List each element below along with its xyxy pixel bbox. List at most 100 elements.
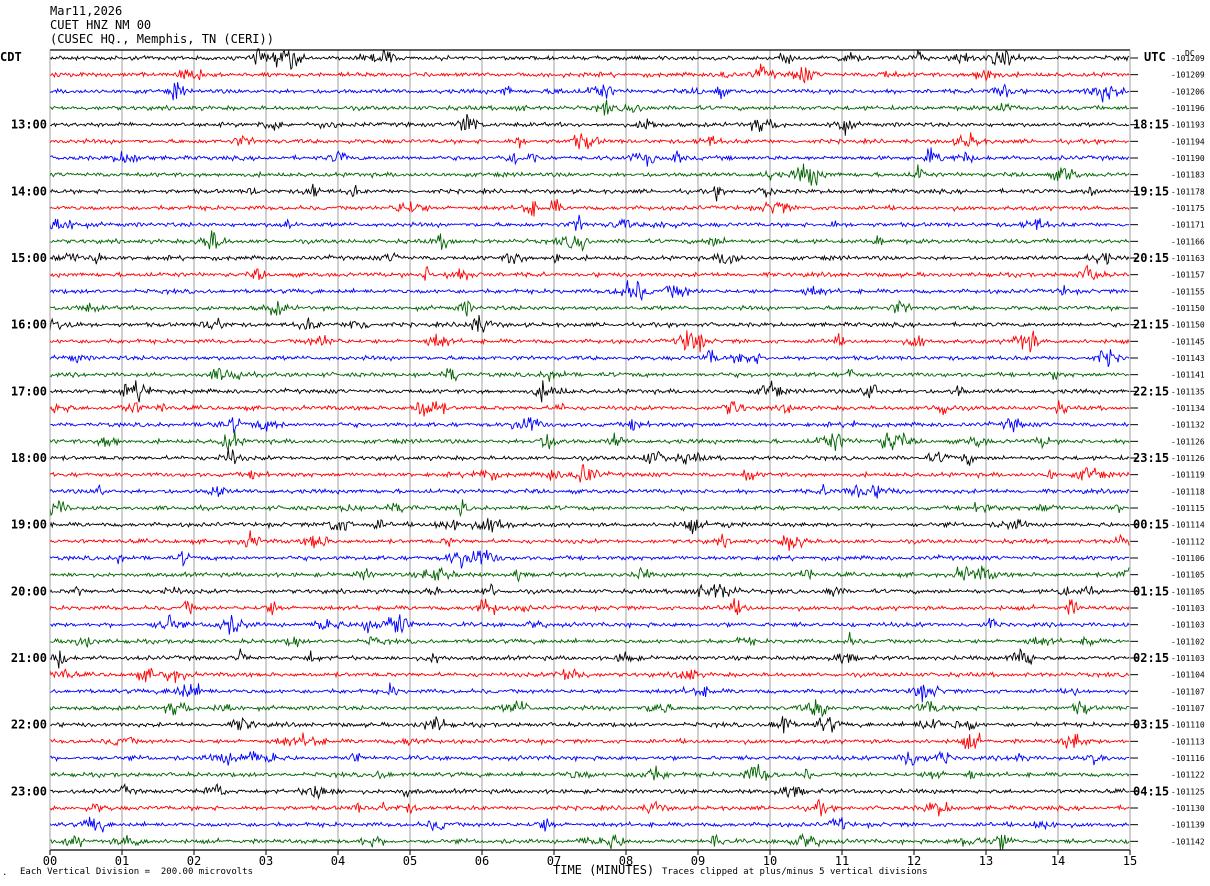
dc-offset-label: -101110: [1171, 721, 1205, 730]
dc-offset-label: -101142: [1171, 837, 1205, 846]
trace-row: [49, 132, 1130, 150]
dc-label: DC: [1185, 49, 1195, 58]
dc-offset-label: -101115: [1171, 504, 1205, 513]
right-hour-label: 00:15: [1133, 518, 1169, 532]
left-hour-label: 20:00: [11, 584, 47, 598]
trace-row: [49, 82, 1130, 103]
dc-offset-label: -101126: [1171, 454, 1205, 463]
right-hour-label: 22:15: [1133, 384, 1169, 398]
right-hour-label: 02:15: [1133, 651, 1169, 665]
axis-labels: -101209 -101209 -101206 -101196 -101193 -1011…: [11, 54, 1205, 868]
trace-row: [49, 251, 1130, 266]
trace-row: [49, 832, 1130, 851]
trace-row: [49, 330, 1130, 353]
dc-offset-label: -101119: [1171, 471, 1205, 480]
trace-row: [49, 430, 1130, 452]
trace-row: [49, 99, 1130, 116]
x-tick-label: 15: [1123, 854, 1137, 868]
corner-mark: .: [2, 868, 8, 878]
dc-offset-label: -101132: [1171, 421, 1205, 430]
right-hour-label: 04:15: [1133, 784, 1169, 798]
trace-row: [49, 264, 1130, 281]
x-tick-label: 03: [259, 854, 273, 868]
dc-offset-label: -101122: [1171, 771, 1205, 780]
trace-row: [49, 763, 1130, 781]
trace-row: [49, 367, 1130, 382]
left-hour-label: 16:00: [11, 318, 47, 332]
trace-row: [49, 816, 1130, 833]
dc-offset-label: -101190: [1171, 154, 1205, 163]
right-hour-label: 19:15: [1133, 184, 1169, 198]
trace-row: [49, 565, 1130, 583]
dc-offset-label: -101104: [1171, 671, 1205, 680]
right-hour-label: 03:15: [1133, 718, 1169, 732]
trace-row: [49, 499, 1130, 518]
dc-offset-label: -101183: [1171, 171, 1205, 180]
x-tick-label: 12: [907, 854, 921, 868]
right-hour-label: 23:15: [1133, 451, 1169, 465]
dc-offset-label: -101102: [1171, 637, 1205, 646]
trace-row: [49, 518, 1130, 535]
trace-row: [49, 448, 1130, 466]
dc-offset-label: -101114: [1171, 521, 1205, 530]
dc-offset-label: -101107: [1171, 704, 1205, 713]
dc-offset-label: -101106: [1171, 554, 1205, 563]
dc-offset-label: -101157: [1171, 271, 1205, 280]
dc-offset-label: -101105: [1171, 587, 1205, 596]
trace-row: [49, 48, 1130, 70]
trace-row: [49, 647, 1130, 669]
trace-row: [49, 147, 1130, 167]
x-tick-label: 13: [979, 854, 993, 868]
left-hour-label: 17:00: [11, 384, 47, 398]
right-hour-label: 20:15: [1133, 251, 1169, 265]
dc-offset-label: -101125: [1171, 787, 1205, 796]
left-hour-label: 14:00: [11, 184, 47, 198]
x-tick-label: 09: [691, 854, 705, 868]
trace-row: [49, 598, 1130, 616]
trace-row: [49, 583, 1130, 598]
x-tick-label: 14: [1051, 854, 1065, 868]
dc-offset-label: -101163: [1171, 254, 1205, 263]
dc-offset-label: -101145: [1171, 337, 1205, 346]
x-tick-label: 02: [187, 854, 201, 868]
dc-offset-label: -101206: [1171, 87, 1205, 96]
dc-offset-label: -101113: [1171, 737, 1205, 746]
trace-row: [49, 198, 1130, 217]
trace-row: [49, 732, 1130, 750]
trace-row: [49, 530, 1130, 551]
header-location: (CUSEC HQ., Memphis, TN (CERI)): [50, 32, 274, 46]
dc-offset-label: -101155: [1171, 287, 1205, 296]
right-hour-label: 21:15: [1133, 318, 1169, 332]
trace-row: [49, 113, 1130, 136]
left-hour-label: 22:00: [11, 718, 47, 732]
dc-offset-label: -101134: [1171, 404, 1205, 413]
plot-frame: [49, 49, 1138, 855]
trace-row: [49, 314, 1130, 333]
trace-row: [49, 682, 1130, 703]
minute-gridlines: [121, 50, 1059, 850]
trace-row: [49, 63, 1130, 84]
trace-row: [49, 214, 1130, 231]
dc-offset-label: -101107: [1171, 687, 1205, 696]
left-hour-label: 21:00: [11, 651, 47, 665]
dc-offset-label: -101103: [1171, 621, 1205, 630]
trace-row: [49, 631, 1130, 648]
trace-row: [49, 783, 1130, 800]
dc-offset-label: -101126: [1171, 437, 1205, 446]
dc-offset-label: -101196: [1171, 104, 1205, 113]
dc-offset-label: -101116: [1171, 754, 1205, 763]
dc-offset-label: -101103: [1171, 604, 1205, 613]
x-tick-label: 07: [547, 854, 561, 868]
dc-offset-label: -101103: [1171, 654, 1205, 663]
x-tick-label: 06: [475, 854, 489, 868]
dc-offset-label: -101209: [1171, 54, 1205, 63]
x-tick-label: 00: [43, 854, 57, 868]
trace-row: [49, 400, 1130, 417]
trace-row: [49, 230, 1130, 253]
left-hour-label: 19:00: [11, 518, 47, 532]
left-hour-label: 13:00: [11, 118, 47, 132]
dc-offset-label: -101171: [1171, 221, 1205, 230]
trace-row: [49, 349, 1130, 367]
x-tick-label: 04: [331, 854, 345, 868]
